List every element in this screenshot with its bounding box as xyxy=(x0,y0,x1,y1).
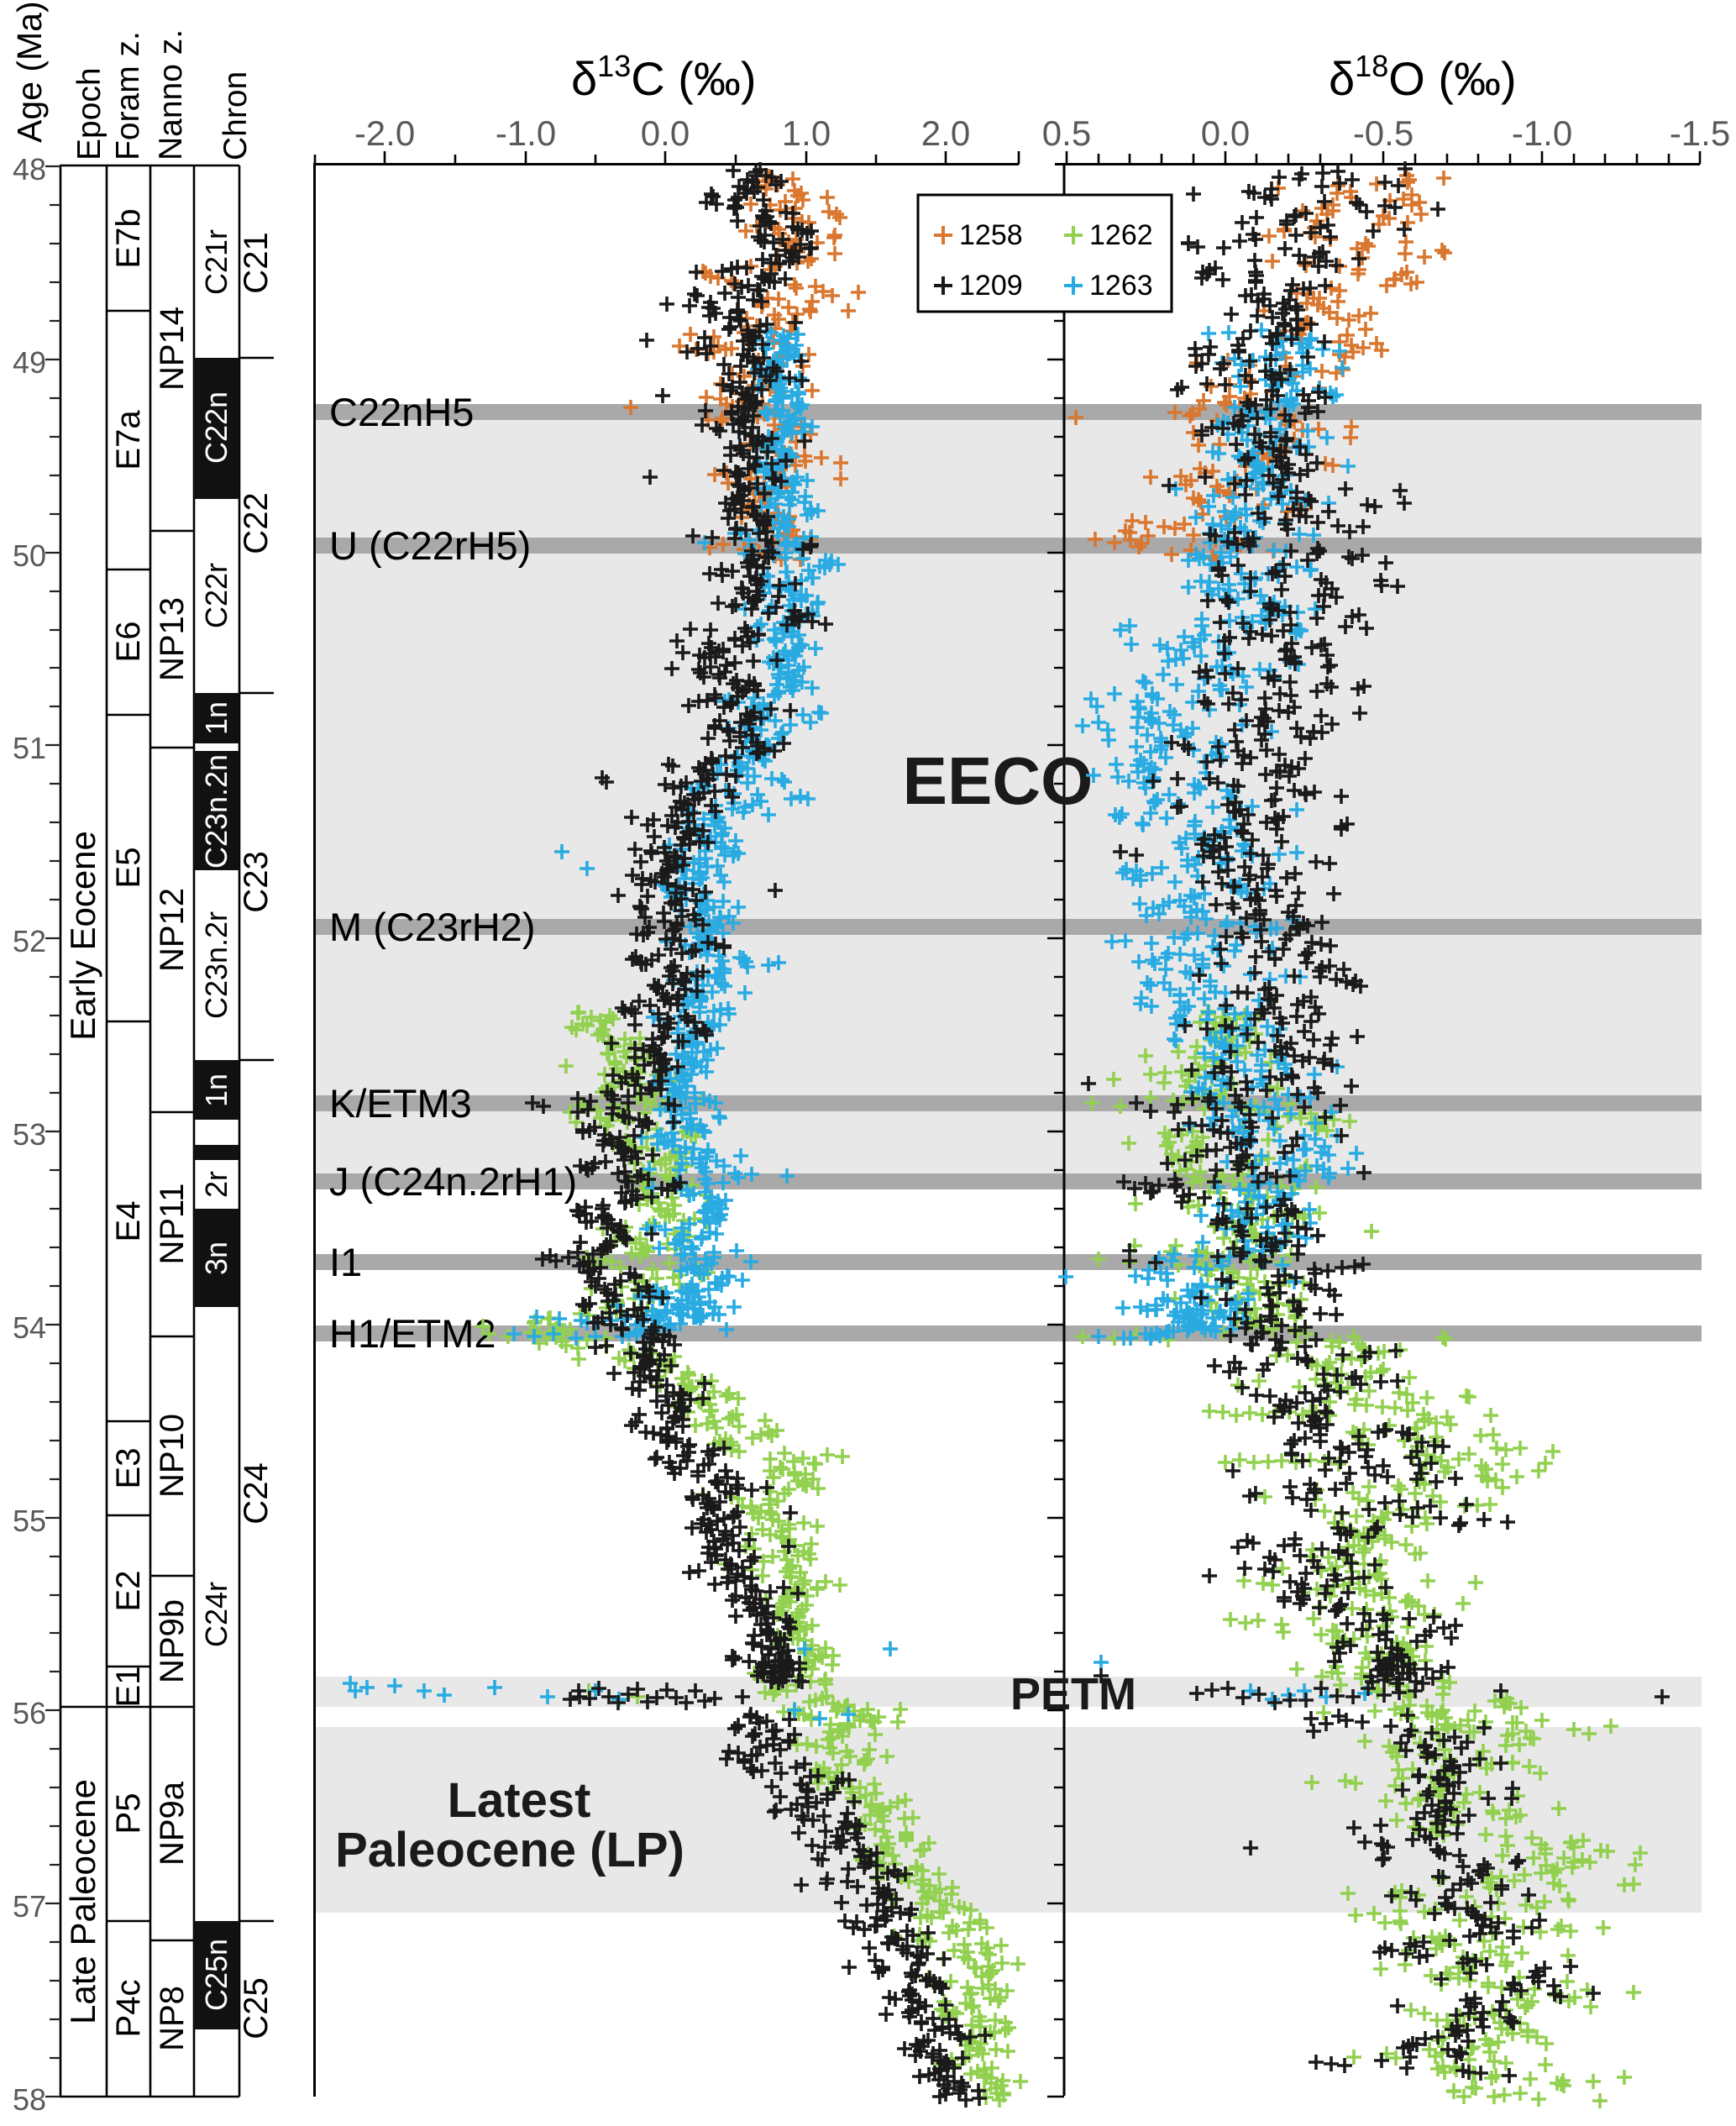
svg-text:2r: 2r xyxy=(199,1171,233,1198)
svg-text:C23n.2r: C23n.2r xyxy=(199,911,233,1019)
svg-text:E3: E3 xyxy=(110,1448,147,1489)
svg-text:NP14: NP14 xyxy=(154,307,191,391)
svg-text:K/ETM3: K/ETM3 xyxy=(329,1081,472,1126)
svg-text:E6: E6 xyxy=(110,622,147,663)
svg-text:Foram z.: Foram z. xyxy=(110,31,146,160)
svg-text:C25: C25 xyxy=(238,1977,275,2039)
svg-text:PETM: PETM xyxy=(1010,1669,1136,1719)
svg-text:0.5: 0.5 xyxy=(1042,113,1091,153)
svg-text:2.0: 2.0 xyxy=(921,113,970,153)
svg-text:Early Eocene: Early Eocene xyxy=(63,831,102,1041)
svg-text:49: 49 xyxy=(13,345,46,380)
svg-text:C21: C21 xyxy=(238,232,275,293)
svg-text:1209: 1209 xyxy=(959,270,1023,302)
svg-text:1263: 1263 xyxy=(1089,270,1153,302)
svg-text:51: 51 xyxy=(13,731,46,765)
svg-text:53: 53 xyxy=(13,1117,46,1152)
svg-text:NP9b: NP9b xyxy=(154,1599,191,1683)
svg-text:1n: 1n xyxy=(199,1073,233,1107)
svg-text:54: 54 xyxy=(13,1310,46,1345)
svg-text:NP12: NP12 xyxy=(154,888,191,972)
svg-text:57: 57 xyxy=(13,1889,46,1924)
svg-text:Epoch: Epoch xyxy=(71,67,108,160)
svg-text:U (C22rH5): U (C22rH5) xyxy=(329,523,531,568)
svg-text:Late Paleocene: Late Paleocene xyxy=(63,1779,102,2024)
svg-text:-1.5: -1.5 xyxy=(1670,113,1730,153)
svg-text:-1.0: -1.0 xyxy=(1512,113,1572,153)
svg-text:NP13: NP13 xyxy=(154,597,191,681)
svg-text:C22r: C22r xyxy=(199,563,233,628)
svg-text:C24: C24 xyxy=(238,1462,275,1524)
svg-text:-0.5: -0.5 xyxy=(1353,113,1413,153)
svg-text:55: 55 xyxy=(13,1504,46,1538)
svg-text:-2.0: -2.0 xyxy=(354,113,415,153)
svg-text:E5: E5 xyxy=(110,848,147,889)
svg-text:C23: C23 xyxy=(238,851,275,912)
svg-text:56: 56 xyxy=(13,1696,46,1730)
svg-text:52: 52 xyxy=(13,924,46,958)
svg-text:EECO: EECO xyxy=(903,743,1094,818)
svg-text:E4: E4 xyxy=(110,1201,147,1242)
svg-text:P4c: P4c xyxy=(110,1980,147,2038)
svg-text:48: 48 xyxy=(13,152,46,186)
svg-text:NP9a: NP9a xyxy=(154,1781,191,1866)
svg-text:NP10: NP10 xyxy=(154,1414,191,1498)
svg-text:0.0: 0.0 xyxy=(1201,113,1250,153)
svg-text:I1: I1 xyxy=(329,1240,362,1284)
svg-text:1262: 1262 xyxy=(1089,219,1153,251)
svg-text:C23n.2n: C23n.2n xyxy=(199,754,233,869)
svg-text:NP8: NP8 xyxy=(154,1986,191,2051)
svg-text:E2: E2 xyxy=(110,1571,147,1612)
svg-text:E1: E1 xyxy=(110,1667,147,1708)
svg-text:E7a: E7a xyxy=(110,410,147,470)
svg-text:M (C23rH2): M (C23rH2) xyxy=(329,905,535,949)
svg-text:0.0: 0.0 xyxy=(641,113,690,153)
svg-text:Latest: Latest xyxy=(448,1773,591,1828)
svg-text:1258: 1258 xyxy=(959,219,1023,251)
svg-text:-1.0: -1.0 xyxy=(496,113,556,153)
svg-text:3n: 3n xyxy=(199,1241,233,1275)
svg-text:P5: P5 xyxy=(110,1793,147,1835)
svg-text:50: 50 xyxy=(13,538,46,573)
svg-text:E7b: E7b xyxy=(110,208,147,268)
svg-text:C22: C22 xyxy=(238,492,275,554)
svg-text:58: 58 xyxy=(13,2082,46,2117)
svg-text:δ18O (‰): δ18O (‰) xyxy=(1329,49,1517,105)
svg-text:NP11: NP11 xyxy=(154,1183,191,1264)
svg-text:Paleocene (LP): Paleocene (LP) xyxy=(335,1823,684,1877)
svg-text:Age (Ma): Age (Ma) xyxy=(10,1,49,143)
svg-text:H1/ETM2: H1/ETM2 xyxy=(329,1311,496,1356)
svg-text:C22n: C22n xyxy=(199,391,233,464)
svg-text:1n: 1n xyxy=(199,701,233,735)
svg-text:C21r: C21r xyxy=(199,229,233,295)
svg-text:1.0: 1.0 xyxy=(782,113,831,153)
svg-text:C22nH5: C22nH5 xyxy=(329,390,474,434)
svg-text:C24r: C24r xyxy=(199,1582,233,1647)
svg-text:Chron: Chron xyxy=(218,71,254,160)
svg-text:J (C24n.2rH1): J (C24n.2rH1) xyxy=(329,1159,577,1204)
svg-text:Nanno z.: Nanno z. xyxy=(153,29,189,160)
svg-text:C25n: C25n xyxy=(199,1939,233,2011)
